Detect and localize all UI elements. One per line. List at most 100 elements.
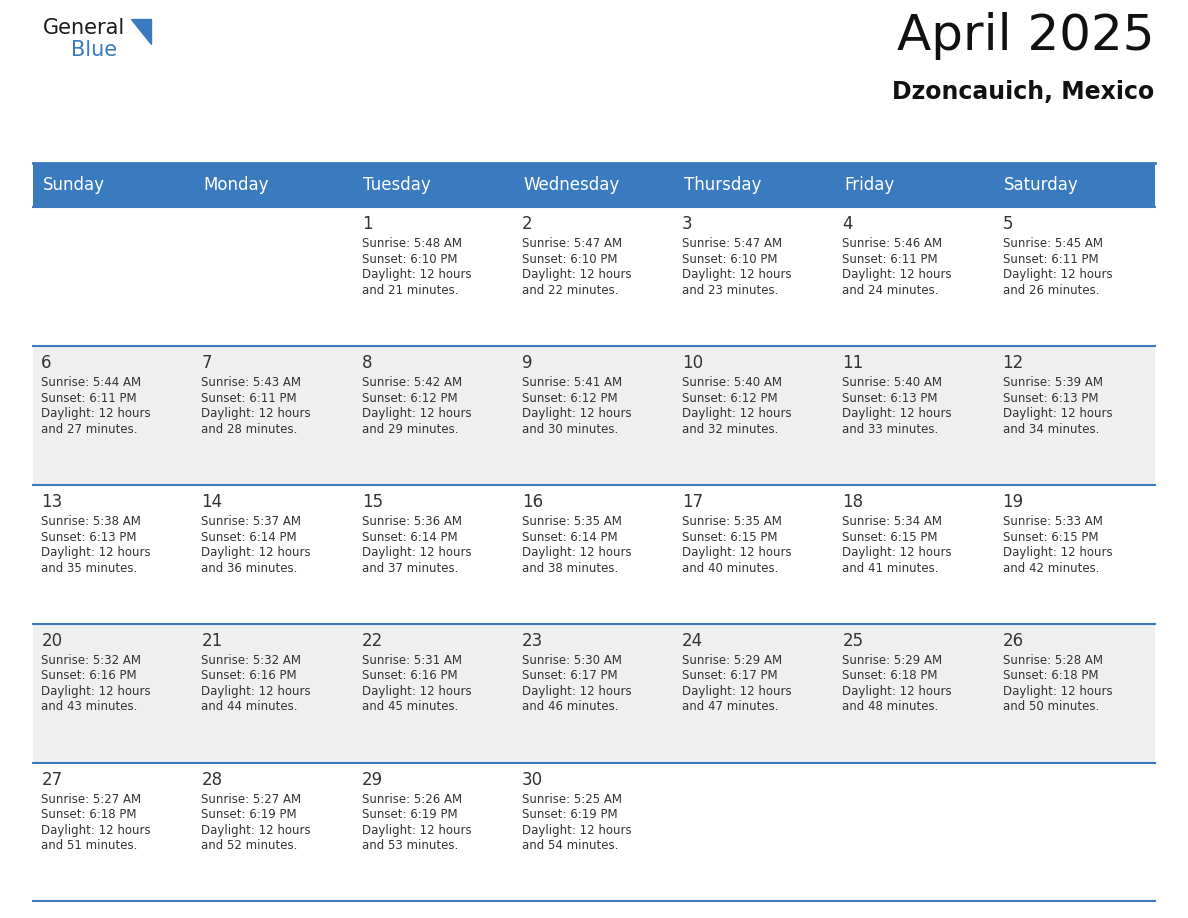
Text: April 2025: April 2025 bbox=[897, 12, 1155, 60]
Text: 3: 3 bbox=[682, 216, 693, 233]
Text: Sunrise: 5:47 AM: Sunrise: 5:47 AM bbox=[682, 238, 782, 251]
Text: Daylight: 12 hours: Daylight: 12 hours bbox=[42, 823, 151, 836]
Bar bbox=[834, 207, 994, 346]
Bar bbox=[514, 763, 674, 901]
Bar bbox=[194, 763, 354, 901]
Text: Sunrise: 5:48 AM: Sunrise: 5:48 AM bbox=[361, 238, 462, 251]
Text: Sunrise: 5:45 AM: Sunrise: 5:45 AM bbox=[1003, 238, 1102, 251]
Text: 19: 19 bbox=[1003, 493, 1024, 511]
Bar bbox=[514, 163, 674, 207]
Text: Sunset: 6:15 PM: Sunset: 6:15 PM bbox=[682, 531, 778, 543]
Bar bbox=[834, 346, 994, 485]
Text: 14: 14 bbox=[202, 493, 222, 511]
Text: Daylight: 12 hours: Daylight: 12 hours bbox=[361, 685, 472, 698]
Text: and 38 minutes.: and 38 minutes. bbox=[522, 562, 618, 575]
Bar bbox=[674, 485, 834, 624]
Bar bbox=[674, 346, 834, 485]
Text: and 37 minutes.: and 37 minutes. bbox=[361, 562, 459, 575]
Text: Sunrise: 5:27 AM: Sunrise: 5:27 AM bbox=[42, 792, 141, 806]
Text: and 52 minutes.: and 52 minutes. bbox=[202, 839, 298, 852]
Text: and 54 minutes.: and 54 minutes. bbox=[522, 839, 618, 852]
Bar bbox=[33, 485, 194, 624]
Text: Sunset: 6:16 PM: Sunset: 6:16 PM bbox=[361, 669, 457, 682]
Bar bbox=[834, 624, 994, 763]
Text: and 29 minutes.: and 29 minutes. bbox=[361, 423, 459, 436]
Text: 27: 27 bbox=[42, 771, 63, 789]
Text: and 34 minutes.: and 34 minutes. bbox=[1003, 423, 1099, 436]
Text: and 32 minutes.: and 32 minutes. bbox=[682, 423, 778, 436]
Bar bbox=[354, 763, 514, 901]
Bar bbox=[674, 207, 834, 346]
Text: Daylight: 12 hours: Daylight: 12 hours bbox=[842, 268, 952, 282]
Bar bbox=[514, 485, 674, 624]
Bar bbox=[354, 624, 514, 763]
Text: and 51 minutes.: and 51 minutes. bbox=[42, 839, 138, 852]
Text: Sunset: 6:13 PM: Sunset: 6:13 PM bbox=[42, 531, 137, 543]
Text: Sunset: 6:18 PM: Sunset: 6:18 PM bbox=[1003, 669, 1098, 682]
Text: 4: 4 bbox=[842, 216, 853, 233]
Text: 23: 23 bbox=[522, 632, 543, 650]
Text: and 53 minutes.: and 53 minutes. bbox=[361, 839, 457, 852]
Text: 8: 8 bbox=[361, 354, 372, 373]
Text: Sunrise: 5:46 AM: Sunrise: 5:46 AM bbox=[842, 238, 942, 251]
Text: Sunrise: 5:25 AM: Sunrise: 5:25 AM bbox=[522, 792, 621, 806]
Text: Sunset: 6:19 PM: Sunset: 6:19 PM bbox=[522, 808, 618, 822]
Text: Daylight: 12 hours: Daylight: 12 hours bbox=[42, 685, 151, 698]
Text: Daylight: 12 hours: Daylight: 12 hours bbox=[522, 268, 632, 282]
Text: Daylight: 12 hours: Daylight: 12 hours bbox=[202, 823, 311, 836]
Text: 18: 18 bbox=[842, 493, 864, 511]
Text: Daylight: 12 hours: Daylight: 12 hours bbox=[1003, 268, 1112, 282]
Bar bbox=[834, 763, 994, 901]
Bar bbox=[354, 207, 514, 346]
Bar bbox=[194, 485, 354, 624]
Text: Thursday: Thursday bbox=[684, 176, 762, 195]
Text: Sunset: 6:13 PM: Sunset: 6:13 PM bbox=[842, 392, 937, 405]
Bar bbox=[194, 163, 354, 207]
Text: Sunset: 6:13 PM: Sunset: 6:13 PM bbox=[1003, 392, 1098, 405]
Text: Sunset: 6:10 PM: Sunset: 6:10 PM bbox=[522, 253, 618, 266]
Text: Sunset: 6:14 PM: Sunset: 6:14 PM bbox=[361, 531, 457, 543]
Text: 13: 13 bbox=[42, 493, 63, 511]
Text: Sunset: 6:16 PM: Sunset: 6:16 PM bbox=[42, 669, 137, 682]
Text: 12: 12 bbox=[1003, 354, 1024, 373]
Text: Sunrise: 5:28 AM: Sunrise: 5:28 AM bbox=[1003, 654, 1102, 666]
Text: and 24 minutes.: and 24 minutes. bbox=[842, 284, 939, 297]
Text: Sunrise: 5:32 AM: Sunrise: 5:32 AM bbox=[42, 654, 141, 666]
Text: 15: 15 bbox=[361, 493, 383, 511]
Text: and 35 minutes.: and 35 minutes. bbox=[42, 562, 138, 575]
Text: 7: 7 bbox=[202, 354, 211, 373]
Text: Sunrise: 5:41 AM: Sunrise: 5:41 AM bbox=[522, 376, 623, 389]
Text: Daylight: 12 hours: Daylight: 12 hours bbox=[361, 408, 472, 420]
Text: 5: 5 bbox=[1003, 216, 1013, 233]
Text: and 27 minutes.: and 27 minutes. bbox=[42, 423, 138, 436]
Text: Sunday: Sunday bbox=[43, 176, 105, 195]
Text: Sunrise: 5:26 AM: Sunrise: 5:26 AM bbox=[361, 792, 462, 806]
Text: 25: 25 bbox=[842, 632, 864, 650]
Bar bbox=[994, 624, 1155, 763]
Text: Sunset: 6:17 PM: Sunset: 6:17 PM bbox=[522, 669, 618, 682]
Text: and 36 minutes.: and 36 minutes. bbox=[202, 562, 298, 575]
Text: Dzoncauich, Mexico: Dzoncauich, Mexico bbox=[892, 80, 1155, 104]
Text: 20: 20 bbox=[42, 632, 63, 650]
Text: and 43 minutes.: and 43 minutes. bbox=[42, 700, 138, 713]
Bar bbox=[194, 346, 354, 485]
Text: Sunrise: 5:31 AM: Sunrise: 5:31 AM bbox=[361, 654, 462, 666]
Text: Sunrise: 5:39 AM: Sunrise: 5:39 AM bbox=[1003, 376, 1102, 389]
Bar bbox=[354, 163, 514, 207]
Text: Sunrise: 5:44 AM: Sunrise: 5:44 AM bbox=[42, 376, 141, 389]
Text: 21: 21 bbox=[202, 632, 222, 650]
Bar bbox=[194, 624, 354, 763]
Text: Daylight: 12 hours: Daylight: 12 hours bbox=[1003, 408, 1112, 420]
Bar bbox=[834, 485, 994, 624]
Text: 30: 30 bbox=[522, 771, 543, 789]
Text: Daylight: 12 hours: Daylight: 12 hours bbox=[522, 685, 632, 698]
Bar bbox=[354, 346, 514, 485]
Bar bbox=[514, 207, 674, 346]
Text: Daylight: 12 hours: Daylight: 12 hours bbox=[42, 408, 151, 420]
Bar bbox=[994, 346, 1155, 485]
Text: Sunset: 6:19 PM: Sunset: 6:19 PM bbox=[202, 808, 297, 822]
Bar bbox=[994, 763, 1155, 901]
Text: 6: 6 bbox=[42, 354, 52, 373]
Text: Sunrise: 5:30 AM: Sunrise: 5:30 AM bbox=[522, 654, 621, 666]
Bar bbox=[33, 624, 194, 763]
